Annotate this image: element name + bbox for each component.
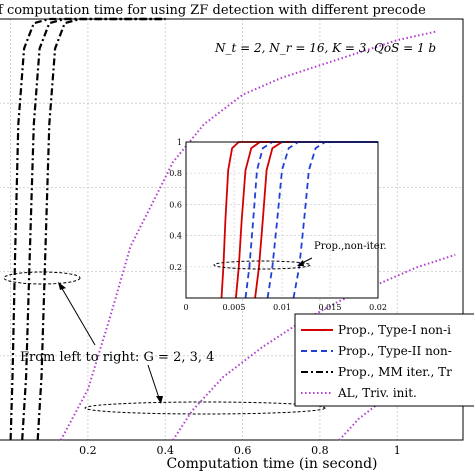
x-tick-label: 1 [394,444,401,457]
inset-y-tick-label: 1 [177,138,182,147]
arrow-head-left [58,282,66,290]
legend-entry-label: Prop., MM iter., Tr [338,365,452,379]
main-x-tick-labels: 0.2 0.4 0.6 0.8 1 [79,444,401,457]
inset-x-tick-label: 0 [183,303,188,312]
series-line [36,17,166,441]
inset-arrow-head [297,260,304,266]
x-tick-label: 0.8 [311,444,329,457]
inset-y-tick-label: 0.4 [169,232,182,241]
series-line [60,30,437,441]
chart-title: f computation time for using ZF detectio… [0,3,426,18]
params-text: N_t = 2, N_r = 16, K = 3, QoS = 1 b [214,41,436,55]
annotation-g-values: From left to right: G = 2, 3, 4 [20,350,214,365]
inset-y-tick-label: 0.6 [169,200,182,209]
x-axis-label: Computation time (in second) [166,456,377,472]
inset-axes-frame [185,141,379,299]
arrow-to-bottom-ellipse [147,364,161,402]
inset-y-tick-label: 0.8 [169,169,182,178]
main-axes-frame [0,18,464,441]
x-tick-label: 0.6 [234,444,252,457]
arrow-head-bottom [156,396,163,404]
x-tick-label: 0.4 [157,444,175,457]
legend-entry-label: Prop., Type-I non-i [338,323,451,337]
inset-x-tick-label: 0.02 [369,303,387,312]
inset-annotation: Prop.,non-iter. [314,241,387,252]
legend-entry-label: Prop., Type-II non- [338,344,452,358]
series-line [21,17,166,441]
inset-tick-labels: 0 0.005 0.01 0.015 0.02 0.2 0.4 0.6 0.8 1 [169,138,387,312]
inset-y-tick-label: 0.2 [169,263,182,272]
x-tick-label: 0.2 [79,444,97,457]
inset-ellipse [213,260,311,270]
inset-x-tick-label: 0.005 [223,303,246,312]
ellipse-left-annotation [3,271,81,285]
legend-entry-label: AL, Triv. init. [337,386,417,400]
inset-x-tick-label: 0.01 [273,303,291,312]
inset-x-tick-label: 0.015 [319,303,342,312]
arrow-to-left-ellipse [59,284,96,346]
ellipse-bottom-annotation [84,401,326,415]
legend: Prop., Type-I non-i Prop., Type-II non- Pr… [294,313,474,407]
